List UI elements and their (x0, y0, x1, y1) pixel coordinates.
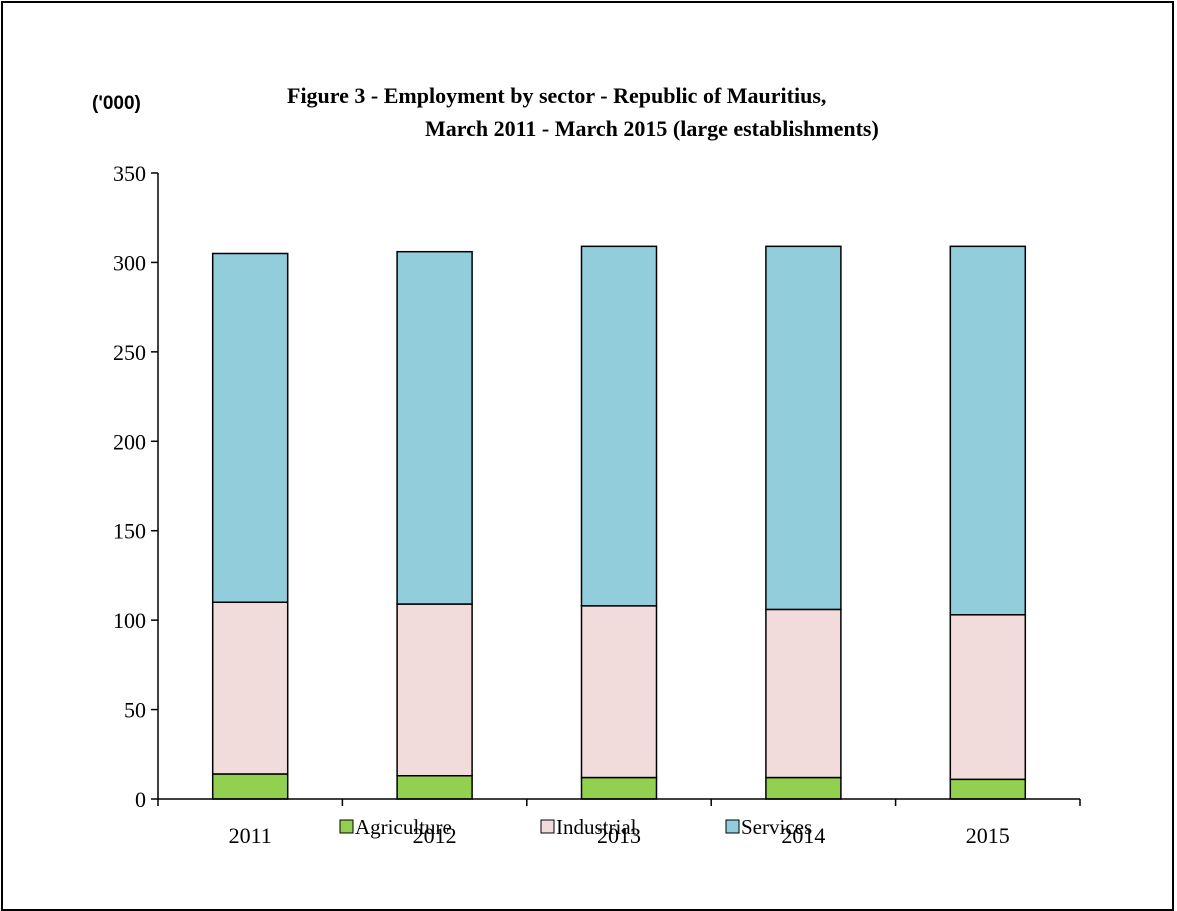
x-tick-label: 2012 (413, 823, 457, 848)
chart-title-line1: Figure 3 - Employment by sector - Republ… (287, 83, 826, 108)
bar-industrial-2014 (765, 608, 842, 779)
bar-services-2013 (580, 245, 658, 607)
y-axis-ticks: 0 50 100 150 200 250 300 350 (113, 161, 158, 812)
legend-label-industrial: Industrial (556, 815, 637, 839)
bar-industrial-2011 (211, 601, 289, 775)
bars-group (211, 245, 1027, 800)
bar-agriculture-2013 (580, 776, 658, 800)
bar-industrial-2013 (580, 605, 658, 779)
legend-swatch-agriculture (339, 819, 354, 834)
bar-industrial-2012 (396, 603, 473, 777)
legend-swatch-industrial (540, 819, 555, 834)
x-tick-label: 2014 (781, 823, 825, 848)
chart-title-line2: March 2011 - March 2015 (large establish… (425, 116, 879, 141)
y-tick-label: 250 (113, 340, 146, 365)
legend: Agriculture Industrial Services (339, 815, 812, 839)
bar-agriculture-2015 (949, 778, 1027, 800)
x-tick-label: 2015 (966, 823, 1010, 848)
bar-services-2014 (765, 245, 842, 611)
bar-services-2015 (949, 245, 1027, 616)
y-tick-label: 200 (113, 429, 146, 454)
bar-industrial-2015 (949, 614, 1027, 781)
legend-label-agriculture: Agriculture (355, 815, 452, 839)
y-unit-label: ('000) (92, 93, 141, 114)
y-tick-label: 50 (124, 698, 146, 723)
y-tick-label: 150 (113, 519, 146, 544)
y-tick-label: 100 (113, 608, 146, 633)
bar-services-2012 (396, 250, 473, 605)
bar-agriculture-2011 (211, 773, 289, 800)
x-tick-label: 2013 (597, 823, 641, 848)
bar-services-2011 (211, 252, 289, 604)
bar-agriculture-2012 (396, 774, 473, 800)
y-tick-label: 350 (113, 161, 146, 186)
y-tick-label: 300 (113, 250, 146, 275)
y-tick-label: 0 (135, 787, 146, 812)
legend-swatch-services (725, 819, 740, 834)
x-axis-ticks: 2011 2012 2013 2014 2015 (157, 799, 1081, 848)
bar-agriculture-2014 (765, 776, 842, 800)
legend-label-services: Services (741, 815, 812, 839)
x-tick-label: 2011 (229, 823, 272, 848)
